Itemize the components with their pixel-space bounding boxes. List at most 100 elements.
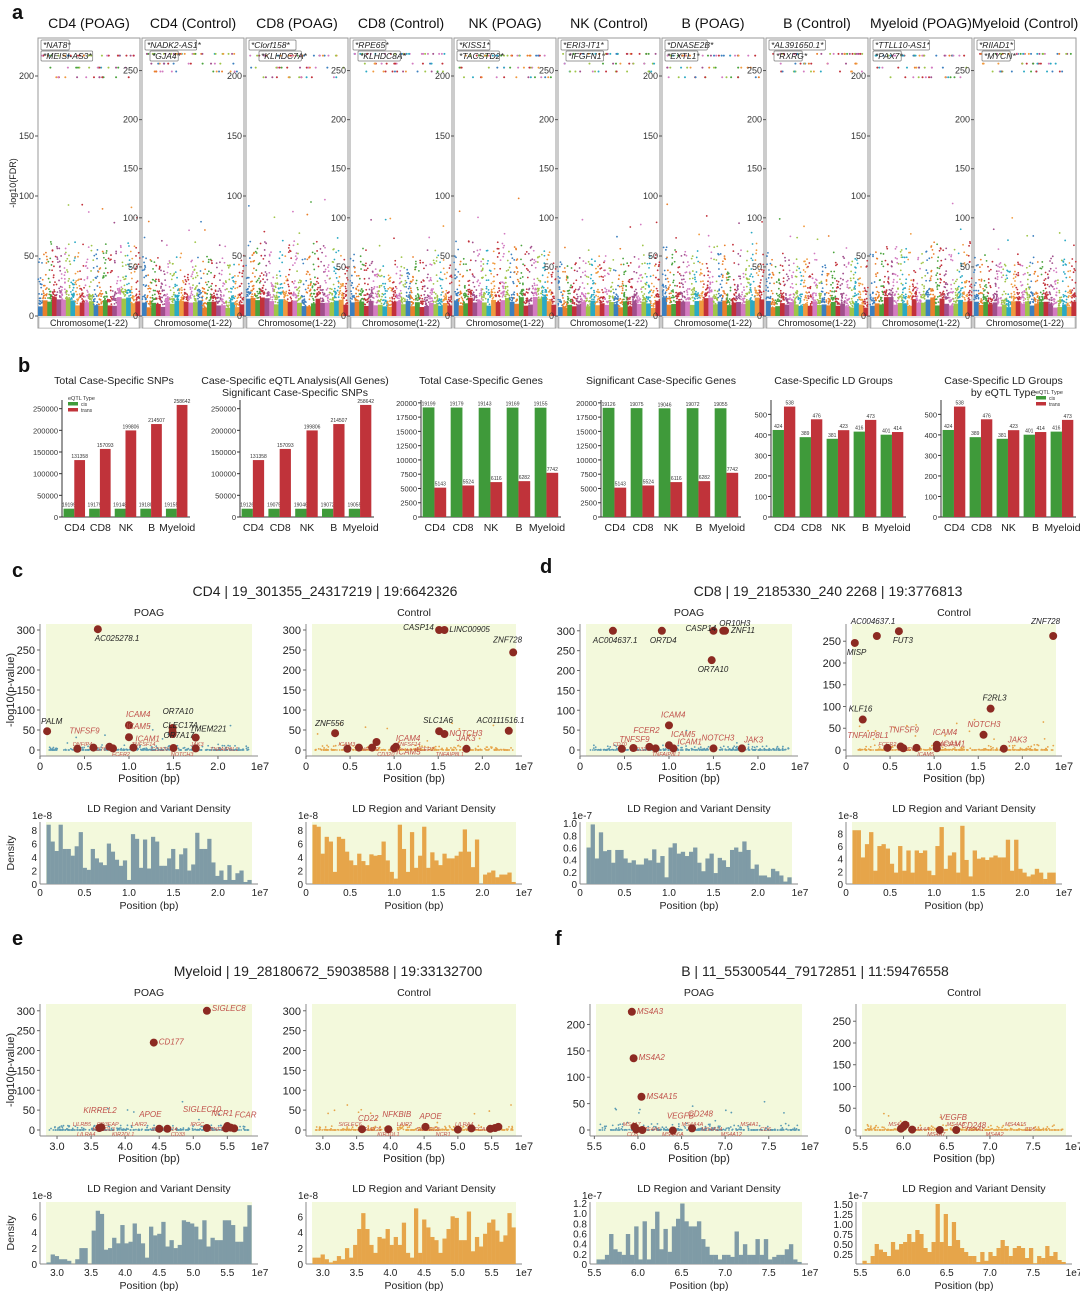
- snp-point: [234, 300, 237, 303]
- snp-point: [66, 271, 69, 273]
- snp-point: [190, 292, 193, 295]
- snp-point: [409, 287, 412, 290]
- snp-point: [439, 303, 442, 306]
- snp-point: [287, 283, 290, 286]
- snp-point: [128, 259, 131, 261]
- snp-point-top: [300, 76, 303, 79]
- snp-point: [621, 300, 623, 303]
- snp-point-top: [229, 70, 232, 73]
- snp-point: [807, 295, 810, 297]
- snp-point: [731, 299, 734, 302]
- snp-point: [259, 288, 262, 291]
- chromosome-band: [789, 302, 795, 316]
- snp-point: [612, 258, 615, 261]
- snp-point: [652, 302, 655, 305]
- snp-point: [133, 245, 136, 248]
- snp-point: [861, 302, 864, 304]
- snp-point: [500, 281, 502, 284]
- snp-point: [783, 299, 785, 301]
- snp-point: [456, 292, 459, 295]
- snp-point: [872, 299, 874, 301]
- snp-point: [870, 298, 872, 301]
- snp-point: [724, 268, 727, 271]
- snp-point: [782, 292, 785, 294]
- snp-point-top: [838, 70, 841, 73]
- snp-point: [778, 293, 781, 296]
- chromosome-band: [636, 303, 642, 316]
- snp-point: [544, 295, 547, 298]
- snp-point: [530, 264, 533, 267]
- chromosome-band: [675, 300, 681, 316]
- snp-point: [872, 291, 874, 294]
- snp-point: [191, 266, 194, 268]
- snp-point-top: [365, 70, 368, 73]
- snp-point: [184, 278, 187, 281]
- chromosome-band: [98, 305, 104, 316]
- snp-point: [790, 274, 793, 277]
- chromosome-band: [641, 301, 647, 316]
- snp-point-top: [353, 52, 356, 55]
- snp-point: [848, 297, 851, 300]
- snp-point: [126, 283, 128, 286]
- snp-point: [498, 252, 500, 255]
- y-tick-label: 100: [539, 213, 554, 223]
- snp-point: [485, 279, 488, 282]
- snp-point: [492, 262, 494, 265]
- snp-point: [641, 262, 644, 265]
- snp-point-top: [794, 62, 797, 65]
- chromosome-band: [255, 300, 261, 316]
- snp-point-top: [579, 70, 582, 73]
- snp-point: [840, 299, 843, 302]
- snp-point-top: [460, 66, 463, 69]
- snp-point: [237, 303, 239, 306]
- snp-point: [895, 301, 897, 304]
- snp-point: [796, 292, 798, 295]
- snp-point: [583, 287, 586, 290]
- snp-point: [67, 280, 70, 282]
- snp-point-top: [118, 54, 121, 57]
- snp-point: [712, 295, 715, 298]
- snp-point: [482, 296, 485, 299]
- snp-point: [389, 217, 392, 220]
- snp-point: [539, 280, 542, 283]
- snp-point: [891, 287, 894, 290]
- snp-point: [732, 301, 734, 304]
- chromosome-band: [433, 304, 439, 316]
- snp-point: [631, 295, 634, 298]
- snp-point: [625, 284, 627, 287]
- snp-point: [400, 292, 403, 295]
- snp-point: [311, 285, 314, 288]
- snp-point: [389, 280, 392, 282]
- chromosome-band: [419, 307, 425, 316]
- snp-point: [196, 285, 198, 287]
- snp-point: [75, 290, 77, 293]
- snp-point: [813, 252, 816, 255]
- snp-point: [412, 302, 415, 305]
- snp-point: [516, 294, 519, 297]
- snp-point: [121, 291, 124, 294]
- snp-point: [851, 305, 854, 308]
- snp-point: [86, 277, 89, 280]
- snp-point: [252, 287, 255, 290]
- snp-point-top: [562, 52, 565, 55]
- snp-point: [370, 295, 373, 298]
- snp-point: [874, 299, 877, 301]
- snp-point: [145, 298, 147, 300]
- snp-point: [750, 299, 753, 302]
- snp-point-top: [75, 66, 78, 69]
- snp-point: [691, 291, 694, 293]
- snp-point: [454, 290, 457, 293]
- snp-point: [218, 244, 221, 247]
- snp-point: [760, 279, 762, 281]
- snp-point-top: [88, 66, 91, 69]
- snp-point: [708, 291, 711, 293]
- snp-point: [558, 277, 561, 279]
- snp-point: [844, 300, 847, 303]
- snp-point-top: [503, 54, 506, 57]
- snp-point: [324, 270, 327, 273]
- chromosome-band: [42, 300, 48, 316]
- snp-point: [454, 277, 457, 280]
- gene-label: *IFGFN1*: [568, 51, 606, 61]
- snp-point: [214, 284, 217, 287]
- snp-point: [537, 296, 540, 299]
